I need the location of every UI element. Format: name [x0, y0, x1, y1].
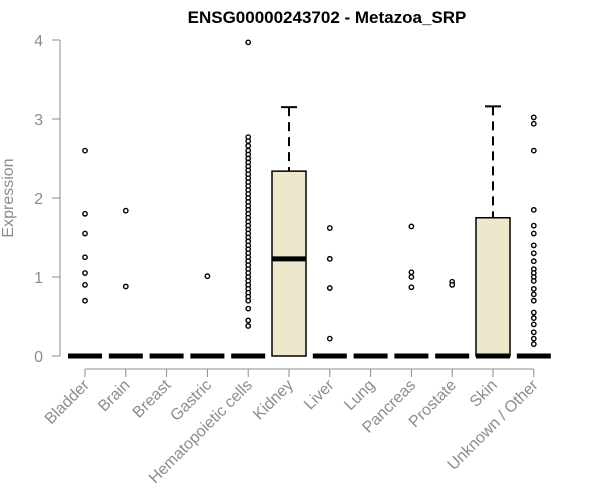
x-tick-label: Lung	[341, 377, 378, 414]
outlier-point	[530, 329, 537, 336]
y-tick-label: 4	[34, 33, 43, 50]
outlier-point	[408, 284, 415, 291]
outlier-point	[326, 255, 333, 262]
outlier-point	[530, 147, 537, 154]
outlier-point	[530, 321, 537, 328]
outlier-point	[82, 270, 88, 276]
y-tick-label: 1	[34, 270, 43, 287]
outliers-layer	[82, 39, 537, 348]
outlier-point	[530, 291, 537, 298]
y-axis: 0 1 2 3 4	[34, 33, 61, 366]
outlier-point	[530, 120, 537, 127]
outlier-point	[245, 297, 252, 304]
outlier-point	[82, 297, 88, 304]
outlier-point	[530, 242, 537, 249]
y-tick-label: 2	[34, 191, 43, 208]
outlier-point	[530, 297, 537, 304]
box-iqr	[271, 170, 307, 357]
boxes-layer	[68, 105, 551, 359]
outlier-point	[530, 114, 537, 121]
outlier-point	[245, 305, 252, 312]
outlier-point	[530, 315, 537, 321]
outlier-point	[530, 285, 537, 292]
outlier-point	[530, 206, 537, 213]
outlier-point	[326, 225, 333, 231]
outlier-point	[122, 283, 129, 290]
outlier-point	[408, 269, 415, 276]
outlier-point	[82, 230, 88, 237]
box-10	[475, 105, 511, 359]
outlier-point	[82, 281, 88, 288]
x-tick-label: Breast	[130, 376, 175, 421]
outlier-point	[122, 207, 129, 214]
outlier-point	[530, 335, 537, 342]
outlier-point	[245, 39, 252, 46]
outlier-point	[449, 281, 456, 288]
outlier-point	[530, 278, 537, 284]
outlier-point	[530, 230, 537, 237]
box-iqr	[475, 217, 511, 357]
outlier-point	[82, 254, 88, 261]
outlier-point	[326, 335, 333, 342]
x-tick-label: Brain	[95, 377, 133, 415]
outlier-point	[204, 273, 211, 280]
outlier-point	[530, 309, 537, 316]
y-axis-label: Expression	[0, 158, 17, 237]
outlier-point	[82, 210, 88, 217]
outlier-point	[245, 142, 252, 149]
box-5	[271, 106, 307, 357]
outlier-point	[530, 250, 537, 257]
chart-title: ENSG00000243702 - Metazoa_SRP	[188, 8, 467, 27]
outlier-point	[245, 138, 252, 145]
x-tick-label: Liver	[301, 376, 338, 413]
outlier-point	[245, 317, 252, 324]
outlier-point	[408, 274, 415, 280]
outlier-point	[530, 341, 537, 348]
y-tick-label: 3	[34, 112, 43, 129]
x-tick-label: Bladder	[42, 376, 93, 427]
outlier-point	[530, 258, 537, 265]
x-tick-label: Kidney	[250, 377, 297, 424]
outlier-point	[82, 147, 88, 154]
x-tick-label: Skin	[467, 377, 501, 411]
outlier-point	[530, 222, 537, 229]
y-tick-label: 0	[34, 349, 43, 366]
outlier-point	[408, 223, 415, 230]
outlier-point	[326, 285, 333, 291]
outlier-point	[245, 323, 252, 329]
